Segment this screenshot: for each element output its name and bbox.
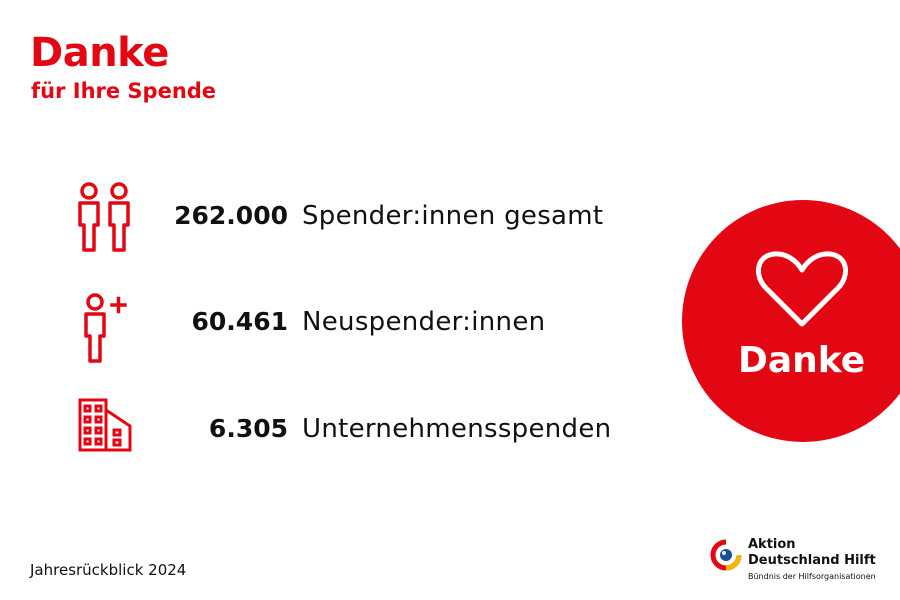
badge-text: Danke [738, 340, 866, 381]
heart-icon [756, 251, 848, 327]
stat-row-company-donations: 6.305 Unternehmensspenden [0, 392, 660, 472]
logo-mark-icon [710, 539, 742, 571]
logo-line-2: Deutschland Hilft [748, 553, 876, 568]
stat-label: Neuspender:innen [302, 307, 546, 337]
two-people-icon [78, 182, 130, 252]
stat-row-total-donors: 262.000 Spender:innen gesamt [0, 178, 660, 258]
logo-tagline: Bündnis der Hilfsorganisationen [748, 572, 876, 581]
stat-value: 262.000 [174, 201, 288, 230]
stat-label: Unternehmensspenden [302, 414, 612, 444]
page-subtitle: für Ihre Spende [31, 79, 217, 103]
logo-line-1: Aktion [748, 537, 796, 552]
building-icon [78, 398, 132, 452]
stat-row-new-donors: 60.461 Neuspender:innen [0, 286, 660, 366]
footer-label: Jahresrückblick 2024 [30, 561, 187, 579]
thank-you-badge: Danke [682, 200, 900, 442]
stat-label: Spender:innen gesamt [302, 201, 604, 231]
stat-value: 6.305 [208, 414, 288, 443]
organization-logo: Aktion Deutschland Hilft Bündnis der Hil… [710, 537, 895, 587]
person-plus-icon [84, 293, 127, 363]
page-title: Danke [30, 30, 169, 76]
stat-value: 60.461 [191, 307, 288, 336]
